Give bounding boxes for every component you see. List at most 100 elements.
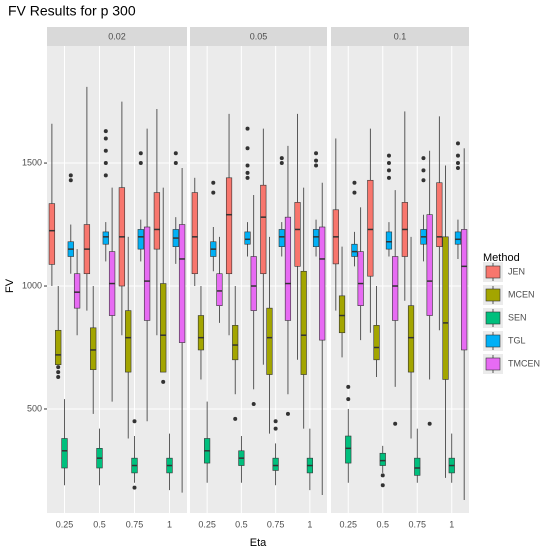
outlier xyxy=(138,161,143,166)
box xyxy=(436,182,443,247)
box xyxy=(216,273,223,306)
outlier xyxy=(251,402,256,407)
x-tick-label: 0.5 xyxy=(376,519,389,529)
box xyxy=(102,231,109,245)
box xyxy=(461,229,468,351)
outlier xyxy=(245,170,250,175)
outlier xyxy=(173,161,178,166)
outlier xyxy=(314,163,319,168)
outlier xyxy=(421,178,426,183)
box xyxy=(73,273,81,309)
box xyxy=(407,305,415,373)
outlier xyxy=(352,180,357,185)
outlier xyxy=(427,421,432,426)
outlier xyxy=(352,190,357,195)
x-axis-label: Eta xyxy=(250,537,267,549)
y-tick-label: 500 xyxy=(27,403,42,413)
box xyxy=(454,231,462,245)
legend-key xyxy=(485,288,501,302)
outlier xyxy=(346,397,351,402)
outlier xyxy=(211,190,216,195)
legend-key xyxy=(485,265,501,279)
outlier xyxy=(68,178,73,183)
box xyxy=(278,229,285,247)
outlier xyxy=(273,426,278,431)
legend-label: SEN xyxy=(508,312,527,322)
outlier xyxy=(386,168,391,173)
x-tick-label: 0.25 xyxy=(339,519,357,529)
outlier xyxy=(273,419,278,424)
y-tick-label: 1500 xyxy=(22,157,42,167)
outlier xyxy=(421,156,426,161)
box xyxy=(250,256,257,311)
box xyxy=(244,231,251,245)
box xyxy=(225,177,233,275)
box xyxy=(125,310,132,373)
x-tick-label: 0.5 xyxy=(93,519,106,529)
strip-label: 0.02 xyxy=(108,31,126,41)
box xyxy=(357,251,364,306)
box xyxy=(338,295,346,334)
outlier xyxy=(56,375,61,380)
legend-label: TGL xyxy=(508,335,526,345)
outlier xyxy=(455,153,460,158)
outlier xyxy=(211,180,216,185)
box xyxy=(90,327,97,370)
chart-title: FV Results for p 300 xyxy=(8,3,136,19)
outlier xyxy=(245,175,250,180)
outlier xyxy=(233,416,238,421)
x-tick-label: 0.25 xyxy=(56,519,74,529)
outlier xyxy=(279,161,284,166)
outlier xyxy=(285,411,290,416)
box xyxy=(426,214,433,316)
outlier xyxy=(279,156,284,161)
outlier xyxy=(68,173,73,178)
outlier xyxy=(455,161,460,166)
outlier xyxy=(380,473,385,478)
outlier xyxy=(103,161,108,166)
legend-label: MCEN xyxy=(508,289,535,299)
x-tick-label: 0.5 xyxy=(235,519,248,529)
x-tick-label: 0.75 xyxy=(126,519,144,529)
box xyxy=(312,229,320,247)
outlier xyxy=(103,136,108,141)
strip-label: 0.05 xyxy=(250,31,268,41)
box xyxy=(260,184,267,275)
outlier xyxy=(386,153,391,158)
outlier xyxy=(103,129,108,134)
box xyxy=(385,231,393,250)
outlier xyxy=(386,175,391,180)
box xyxy=(232,325,239,361)
outlier xyxy=(455,141,460,146)
box xyxy=(367,179,374,277)
box xyxy=(55,329,62,366)
outlier xyxy=(56,370,61,375)
strip xyxy=(47,27,187,46)
outlier xyxy=(56,365,61,370)
box xyxy=(143,226,151,321)
box xyxy=(284,216,292,321)
box xyxy=(345,435,352,464)
outlier xyxy=(173,151,178,156)
box xyxy=(392,256,399,321)
legend-key xyxy=(485,311,501,325)
outlier xyxy=(245,126,250,131)
legend-label: TMCEN xyxy=(508,358,540,368)
box xyxy=(178,224,186,343)
box xyxy=(319,226,326,341)
box xyxy=(48,203,56,265)
outlier xyxy=(132,419,137,424)
box xyxy=(61,438,68,469)
box xyxy=(197,315,205,351)
box xyxy=(351,243,358,257)
outlier xyxy=(245,146,250,151)
box xyxy=(294,202,301,267)
legend-label: JEN xyxy=(508,266,525,276)
legend-key xyxy=(485,334,501,348)
outlier xyxy=(421,168,426,173)
outlier xyxy=(132,485,137,490)
outlier xyxy=(380,483,385,488)
box xyxy=(272,457,279,471)
box xyxy=(379,452,386,466)
outlier xyxy=(386,161,391,166)
